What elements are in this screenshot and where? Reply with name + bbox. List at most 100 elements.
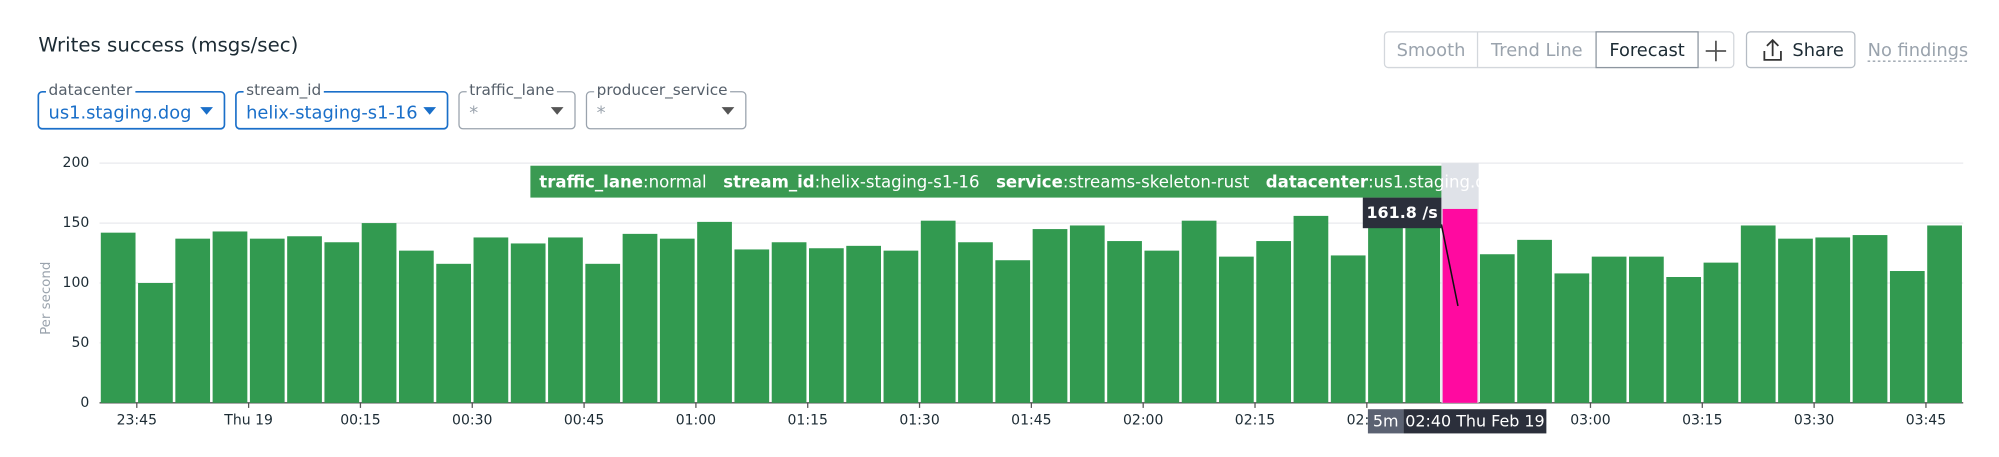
bar[interactable] bbox=[1107, 241, 1142, 403]
bar[interactable] bbox=[920, 220, 956, 403]
bar[interactable] bbox=[958, 242, 993, 403]
bar[interactable] bbox=[1815, 237, 1851, 403]
bar[interactable] bbox=[1591, 256, 1627, 403]
hover-pointer bbox=[1440, 224, 1459, 307]
share-label[interactable]: Share bbox=[1792, 40, 1843, 61]
x-tick-label: 01:15 bbox=[788, 413, 828, 429]
y-tick-label: 0 bbox=[80, 395, 89, 411]
bar[interactable] bbox=[1069, 225, 1105, 403]
bar[interactable] bbox=[883, 250, 919, 403]
toolbar-button[interactable]: Smooth bbox=[1397, 40, 1466, 61]
x-tick-label: 03:00 bbox=[1570, 413, 1610, 429]
x-tick-label: 23:45 bbox=[117, 413, 157, 429]
x-tick-label: 00:30 bbox=[452, 413, 492, 429]
plus-icon[interactable] bbox=[1705, 40, 1727, 62]
x-tick-label: 02:00 bbox=[1123, 413, 1163, 429]
bar[interactable] bbox=[436, 263, 471, 403]
bar[interactable] bbox=[1703, 262, 1739, 403]
time-box bbox=[1403, 409, 1547, 434]
bar[interactable] bbox=[398, 250, 434, 403]
tag-key: datacenter bbox=[1266, 172, 1369, 191]
bar[interactable] bbox=[1293, 215, 1329, 403]
tag-banner bbox=[530, 165, 1442, 198]
tag-text: traffic_lane:normal stream_id:helix-stagi… bbox=[539, 172, 1506, 191]
bar[interactable] bbox=[1778, 238, 1813, 403]
bar[interactable] bbox=[1852, 235, 1888, 403]
bar[interactable] bbox=[1032, 229, 1068, 403]
bar[interactable] bbox=[249, 238, 285, 403]
share-icon bbox=[1763, 38, 1782, 61]
x-tick-label: 01:45 bbox=[1011, 413, 1051, 429]
status-text: No findings bbox=[1868, 40, 1969, 61]
y-tick-label: 50 bbox=[71, 335, 89, 351]
bar[interactable] bbox=[1442, 208, 1478, 403]
bar[interactable] bbox=[1405, 213, 1441, 403]
x-tick-label: 03:45 bbox=[1906, 413, 1946, 429]
filter-label-bg bbox=[594, 81, 731, 95]
bar[interactable] bbox=[585, 263, 621, 403]
bar[interactable] bbox=[1144, 250, 1180, 403]
bar[interactable] bbox=[138, 282, 173, 403]
bar[interactable] bbox=[212, 231, 248, 403]
bar[interactable] bbox=[548, 237, 583, 403]
tag-value: :us1.staging.dog bbox=[1368, 172, 1506, 191]
bar[interactable] bbox=[287, 236, 322, 403]
value-tooltip bbox=[1362, 197, 1442, 229]
x-tick-label: Thu 19 bbox=[223, 413, 273, 429]
filter-value: us1.staging.dog bbox=[49, 102, 192, 123]
filter-box[interactable] bbox=[235, 90, 449, 130]
x-tick-label: 03:15 bbox=[1682, 413, 1722, 429]
y-tick-label: 200 bbox=[63, 155, 90, 171]
bar[interactable] bbox=[175, 238, 211, 403]
bar[interactable] bbox=[809, 248, 844, 403]
tag-key: service bbox=[996, 172, 1063, 191]
bar[interactable] bbox=[1740, 225, 1776, 403]
x-tick-label: 00:15 bbox=[340, 413, 380, 429]
bar[interactable] bbox=[100, 232, 136, 403]
widget-title: Writes success (msgs/sec) bbox=[38, 33, 298, 56]
bar[interactable] bbox=[1479, 254, 1515, 403]
toolbar-button[interactable]: Trend Line bbox=[1490, 40, 1583, 61]
bar[interactable] bbox=[697, 221, 732, 403]
tag-key: traffic_lane bbox=[539, 172, 643, 191]
x-tick-label: 00:45 bbox=[564, 413, 604, 429]
dropdown-caret bbox=[721, 107, 735, 115]
bar[interactable] bbox=[659, 238, 695, 403]
bar[interactable] bbox=[1554, 273, 1590, 403]
button-selected[interactable] bbox=[1595, 31, 1699, 69]
bar[interactable] bbox=[1629, 256, 1664, 403]
tag-value: :helix-staging-s1-16 bbox=[815, 172, 980, 191]
bar[interactable] bbox=[846, 245, 881, 403]
filter-value: * bbox=[469, 102, 478, 123]
bar[interactable] bbox=[473, 237, 509, 403]
bar[interactable] bbox=[510, 243, 546, 403]
filter-value: * bbox=[597, 102, 606, 123]
bar[interactable] bbox=[361, 223, 397, 403]
bar[interactable] bbox=[1368, 217, 1403, 403]
bar[interactable] bbox=[1666, 277, 1702, 403]
value-tooltip-text: 161.8 /s bbox=[1366, 203, 1437, 222]
bar[interactable] bbox=[1330, 255, 1366, 403]
dropdown-caret bbox=[550, 107, 564, 115]
bar[interactable] bbox=[1927, 225, 1962, 403]
bar[interactable] bbox=[734, 249, 770, 403]
bar[interactable] bbox=[1517, 239, 1552, 403]
bar[interactable] bbox=[324, 242, 360, 403]
bar[interactable] bbox=[1219, 256, 1254, 403]
x-tick-label: 01:30 bbox=[899, 413, 939, 429]
x-tick-label: 03:30 bbox=[1794, 413, 1834, 429]
filter-label: stream_id bbox=[246, 81, 321, 100]
bar[interactable] bbox=[1256, 241, 1292, 403]
bar[interactable] bbox=[622, 233, 658, 403]
filter-label-bg bbox=[243, 81, 324, 95]
tag-key: stream_id bbox=[723, 172, 814, 191]
bar[interactable] bbox=[1889, 271, 1925, 403]
x-tick-label: 01:00 bbox=[676, 413, 716, 429]
tag-value: :streams-skeleton-rust bbox=[1063, 172, 1250, 191]
toolbar-button[interactable]: Forecast bbox=[1609, 40, 1684, 61]
bar[interactable] bbox=[771, 242, 807, 403]
y-tick-label: 150 bbox=[63, 215, 90, 231]
bar[interactable] bbox=[1181, 220, 1217, 403]
bar[interactable] bbox=[995, 260, 1031, 403]
